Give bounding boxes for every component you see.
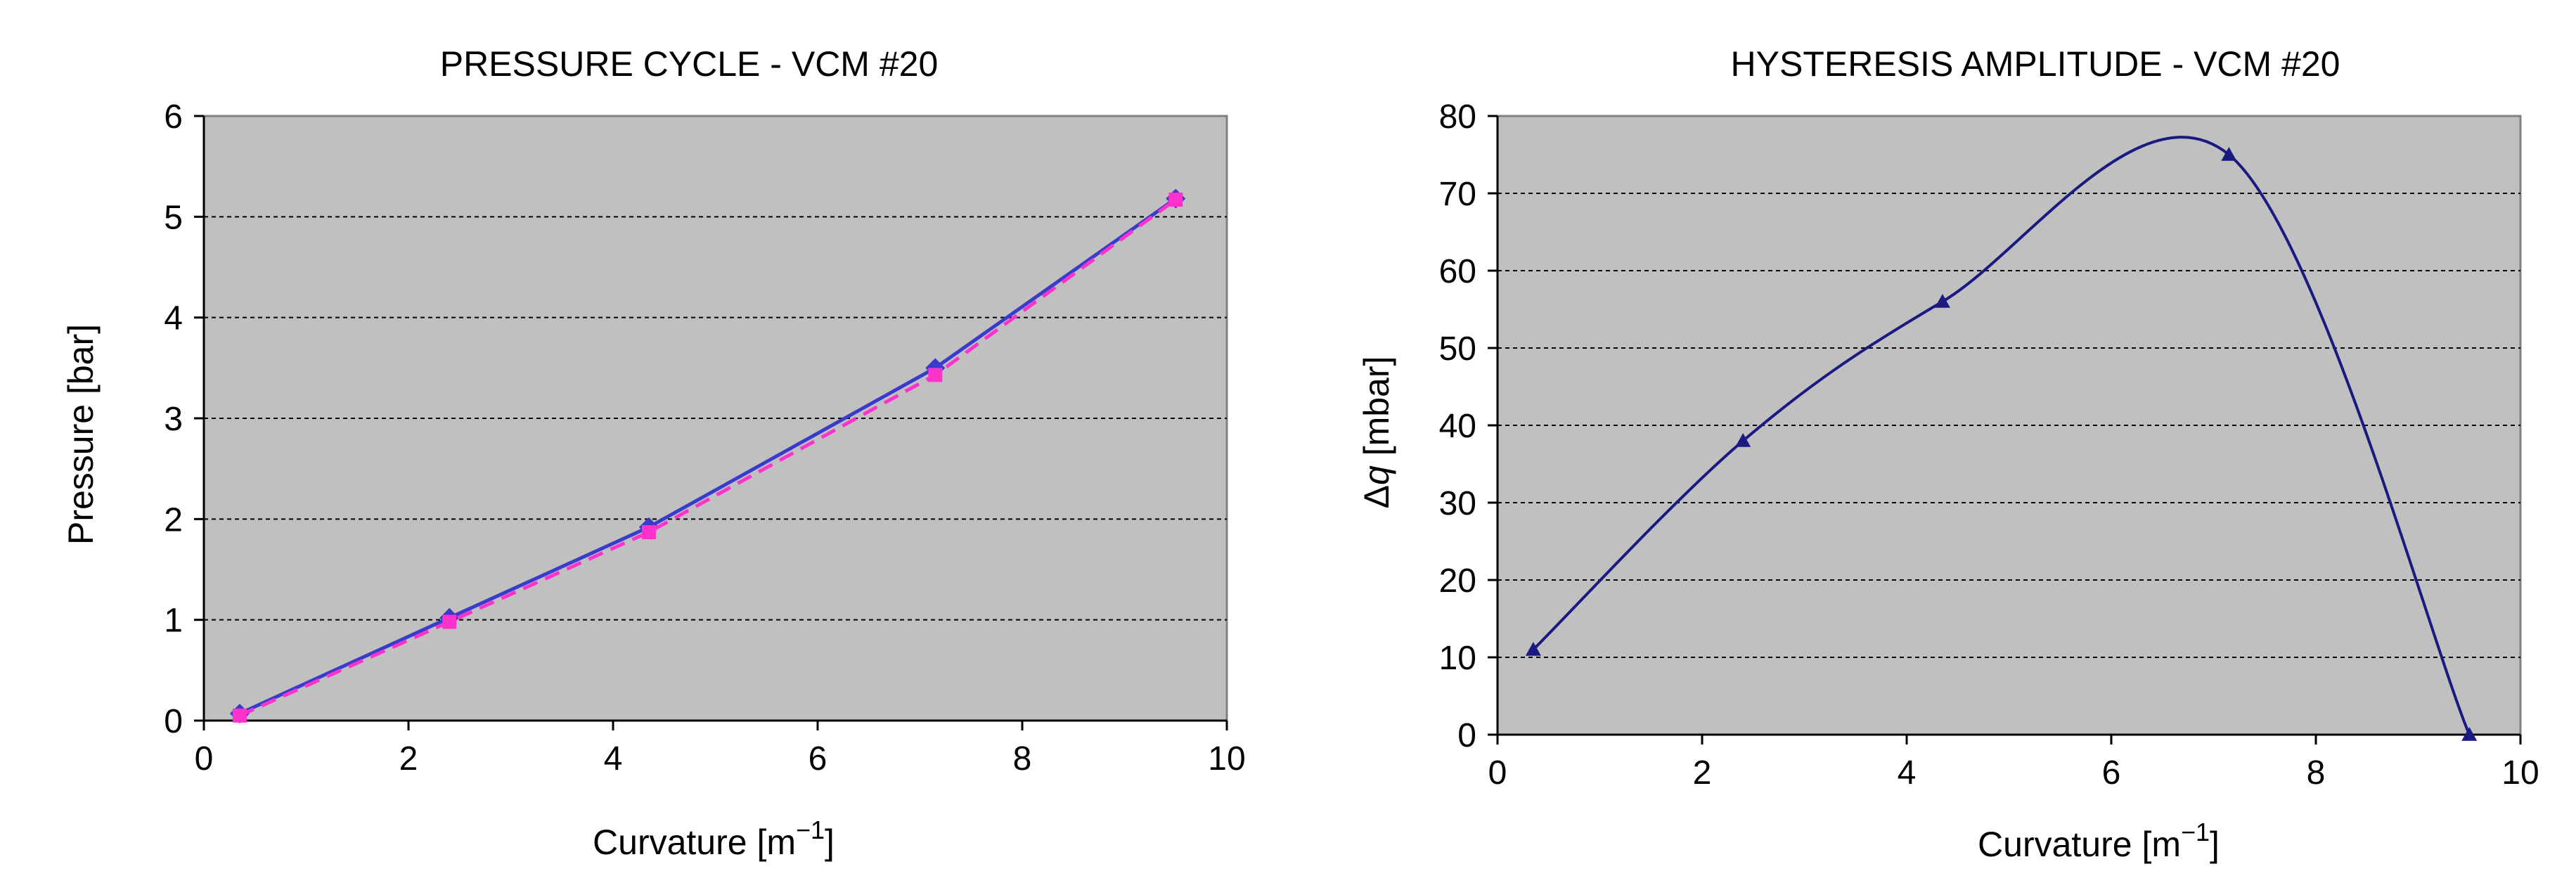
- chart2-ytick-label: 80: [1439, 98, 1476, 136]
- chart2-xtick-label: 0: [1488, 754, 1507, 792]
- chart1-series-1-line: [238, 198, 1177, 718]
- chart2-ytick-label: 50: [1439, 330, 1476, 368]
- chart2-ytick-label: 40: [1439, 408, 1476, 445]
- chart2-plot: 0 10 20 30 40 50 60 70 80 0 2 4 6 8 10: [1439, 98, 2539, 792]
- chart1-ytick-label: 4: [164, 300, 183, 337]
- chart2-xtick-label: 8: [2307, 754, 2326, 792]
- chart1-xlabel: Curvature [m−1]: [593, 816, 835, 862]
- chart1-xtick-label: 4: [604, 740, 623, 778]
- chart2-series-0-line: [1532, 136, 2471, 735]
- chart1-series-1-point: [1168, 192, 1183, 207]
- chart2-title: HYSTERESIS AMPLITUDE - VCM #20: [1731, 44, 2340, 84]
- chart1-ytick-label: 1: [164, 602, 183, 640]
- chart1-xtick-label: 8: [1013, 740, 1032, 778]
- chart1-ylabel: Pressure [bar]: [61, 324, 101, 545]
- chart1-title: PRESSURE CYCLE - VCM #20: [440, 44, 939, 84]
- chart2-ytick-label: 60: [1439, 253, 1476, 290]
- chart2-xtick-label: 10: [2501, 754, 2539, 792]
- chart1-ytick-label: 3: [164, 401, 183, 438]
- chart1-xtick-label: 10: [1208, 740, 1245, 778]
- chart2-ytick-label: 0: [1457, 717, 1476, 754]
- chart1-xtick-label: 6: [809, 740, 827, 778]
- chart1-series-1-point: [232, 708, 247, 723]
- chart2-ytick-label: 10: [1439, 640, 1476, 677]
- chart2-series-0-point: [1525, 642, 1541, 656]
- chart1-axes: [202, 116, 1227, 722]
- chart1-plot: 0 1 2 3 4 5 6 0 2 4 6 8 10: [164, 98, 1245, 778]
- chart1-ytick-label: 2: [164, 501, 183, 539]
- chart2-series-0-point: [2221, 147, 2237, 161]
- chart2-xtick-label: 6: [2102, 754, 2121, 792]
- chart2-xtick-label: 4: [1898, 754, 1917, 792]
- chart1-ytick-label: 0: [164, 703, 183, 740]
- chart2-xtick-label: 2: [1693, 754, 1712, 792]
- chart2-ytick-label: 70: [1439, 176, 1476, 213]
- chart1-xtick-label: 2: [399, 740, 418, 778]
- chart1-series-1-point: [641, 524, 656, 539]
- chart1-ytick-label: 6: [164, 98, 183, 136]
- chart2-series-0-point: [2461, 727, 2478, 741]
- chart2-ytick-label: 20: [1439, 562, 1476, 600]
- chart1-ytick-label: 5: [164, 199, 183, 236]
- chart2-series-0-point: [1934, 294, 1950, 308]
- chart1-series-1-point: [928, 368, 943, 382]
- chart2-series-0-point: [1735, 433, 1751, 447]
- chart2-axes: [1496, 116, 2520, 736]
- chart1-series-1-point: [442, 614, 457, 629]
- chart2-ylabel: Δq [mbar]: [1357, 356, 1396, 509]
- chart2-ytick-label: 30: [1439, 485, 1476, 522]
- chart1-xtick-label: 0: [195, 740, 214, 778]
- chart2-xlabel: Curvature [m−1]: [1978, 818, 2220, 864]
